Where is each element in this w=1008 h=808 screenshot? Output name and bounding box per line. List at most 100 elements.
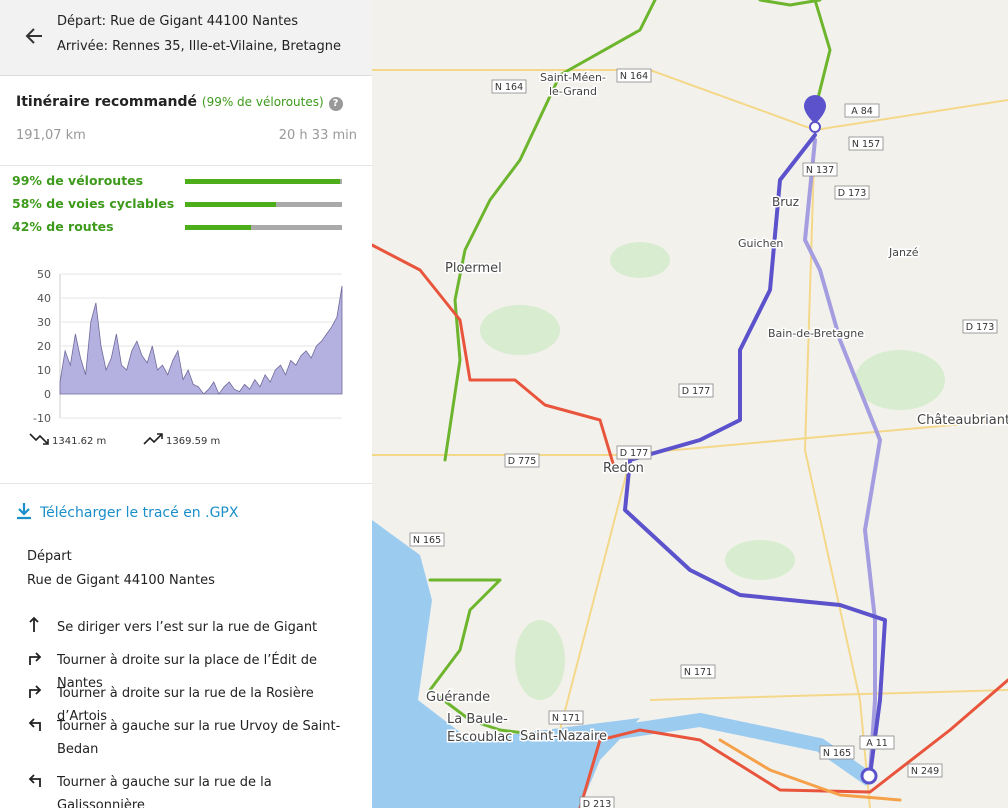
road-label: D 177 (682, 386, 710, 397)
arrow (28, 718, 41, 731)
share-bar-track (185, 179, 342, 184)
download-icon (17, 503, 31, 520)
place-label: Janzé (888, 246, 919, 259)
step-text: Se diriger vers l’est sur la rue de Giga… (57, 620, 318, 635)
departure-marker[interactable] (860, 767, 878, 785)
descent: 1341.62 m (52, 436, 106, 447)
road-shield (834, 185, 870, 200)
road-shield (848, 136, 884, 151)
place-label: Saint-Nazaire (520, 729, 607, 744)
y-tick-label: 30 (37, 316, 51, 329)
arrival-marker[interactable] (804, 95, 826, 124)
estuary (598, 712, 875, 786)
share-bar-track (185, 225, 342, 230)
road-shield (802, 162, 838, 177)
share-label: 42% de routes (12, 219, 114, 234)
divider (0, 483, 372, 484)
road-shield (678, 383, 714, 398)
share-bar (185, 179, 341, 184)
step-text: Tourner à gauche sur la rue Urvoy de Sai… (57, 719, 341, 757)
road-label: D 177 (620, 448, 648, 459)
road-label: N 164 (495, 82, 523, 93)
y-tick-label: 20 (37, 340, 51, 353)
map[interactable]: Saint-Méen-le-Grand Ploermel Bruz Guichen Ja… (372, 0, 1008, 808)
step-text: Tourner à droite sur la rue de la Rosièr… (57, 686, 314, 724)
start-label: Départ (27, 549, 72, 564)
ascent: 1369.59 m (166, 436, 220, 447)
departure: Départ: Rue de Gigant 44100 Nantes (57, 14, 299, 29)
arrow (28, 774, 41, 787)
place-label: Redon (603, 461, 644, 476)
arrow (29, 616, 39, 632)
step-icon (29, 652, 42, 665)
elevation-area (59, 285, 343, 395)
road-label: A 84 (851, 106, 873, 117)
place-label: le-Grand (549, 85, 597, 98)
road-shield (548, 710, 584, 725)
download-link[interactable]: Télécharger le tracé en .GPX (16, 502, 238, 521)
download-text: Télécharger le tracé en .GPX (40, 505, 239, 521)
share-label: 99% de véloroutes (12, 173, 144, 188)
arrow (29, 685, 42, 698)
side-panel: Départ: Rue de Gigant 44100 Nantes Arriv… (0, 0, 372, 808)
step-icon (29, 685, 42, 698)
place-label: Guichen (738, 237, 783, 250)
road-label: N 165 (823, 748, 851, 759)
road-label: N 171 (684, 667, 712, 678)
share-bar (185, 202, 277, 207)
road-shield (491, 79, 527, 94)
y-tick-label: 0 (44, 388, 51, 401)
road-label: D 173 (966, 322, 994, 333)
road-shield (616, 445, 652, 460)
y-tick-label: 40 (37, 292, 51, 305)
back-button[interactable] (24, 26, 44, 46)
place-label: Châteaubriant (917, 413, 1008, 428)
road-label: N 164 (620, 71, 648, 82)
step-icon (28, 774, 41, 787)
share-bar (185, 225, 251, 230)
road-shield (579, 796, 615, 808)
step-text: Tourner à droite sur la place de l’Édit … (57, 653, 317, 691)
road-label: D 173 (838, 188, 866, 199)
place-label: La Baule- (447, 712, 508, 727)
road-shield (859, 735, 895, 750)
place-label: Bain-de-Bretagne (768, 327, 864, 340)
routes (372, 0, 1008, 808)
note: (99% de véloroutes) (201, 95, 324, 109)
road-shield (409, 532, 445, 547)
title: Itinéraire recommandé (16, 94, 198, 110)
ascent-icon (143, 433, 163, 445)
arrow (29, 652, 42, 665)
road-shield (616, 68, 652, 83)
road-label: N 249 (911, 766, 939, 777)
sea (372, 520, 640, 808)
road-shield (680, 664, 716, 679)
y-tick-label: 50 (37, 268, 51, 281)
step-icon (28, 718, 41, 731)
share-label: 58% de voies cyclables (12, 196, 175, 211)
road-label: N 157 (852, 139, 880, 150)
step-icon (29, 616, 39, 632)
road-shield (819, 745, 855, 760)
y-tick-label: -10 (33, 412, 51, 425)
forests (480, 242, 945, 700)
descent-icon (29, 433, 49, 445)
duration: 20 h 33 min (278, 128, 357, 143)
road-label: D 213 (583, 799, 611, 808)
road-shield (504, 453, 540, 468)
place-label: Bruz (772, 195, 799, 209)
place-label: Ploermel (445, 261, 502, 276)
start-address: Rue de Gigant 44100 Nantes (27, 573, 215, 588)
road-label: N 171 (552, 713, 580, 724)
road-label: D 775 (508, 456, 536, 467)
road-shield (907, 763, 943, 778)
arrival-point (809, 121, 821, 133)
road-label: N 137 (806, 165, 834, 176)
header: Départ: Rue de Gigant 44100 Nantes Arriv… (0, 0, 372, 76)
help-icon[interactable]: ? (328, 97, 343, 111)
y-tick-label: 10 (37, 364, 51, 377)
itinerary-title: Itinéraire recommandé (99% de véloroutes… (16, 94, 343, 111)
step-text: Tourner à gauche sur la rue de la Galiss… (57, 775, 272, 808)
